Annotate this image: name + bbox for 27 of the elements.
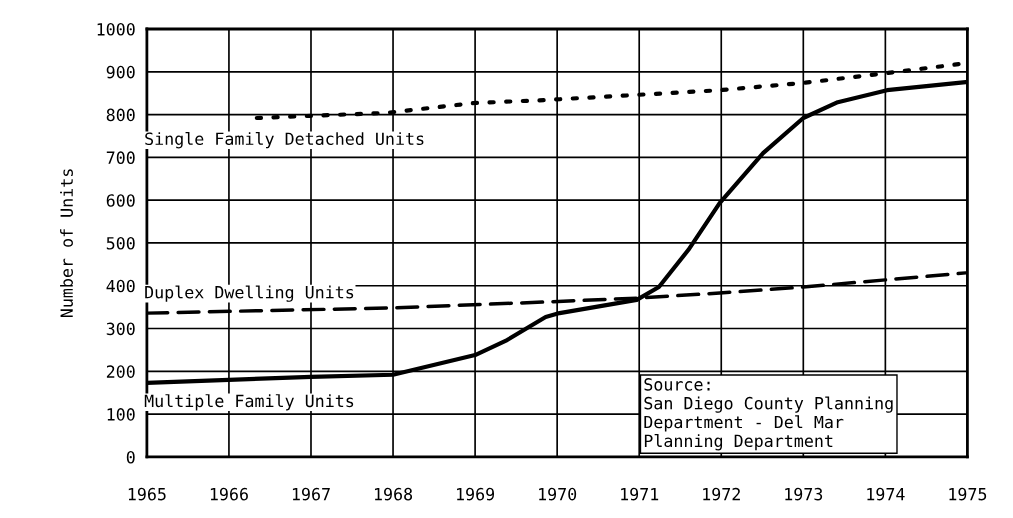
series-label: Multiple Family Units: [144, 394, 354, 411]
x-tick-label: 1973: [785, 487, 823, 501]
x-tick-label: 1970: [539, 487, 577, 501]
x-tick-label: 1968: [374, 487, 413, 501]
y-tick-label: 200: [106, 365, 135, 378]
y-tick-label: 900: [106, 65, 135, 79]
y-tick-label: 1000: [97, 23, 135, 36]
y-tick-label: 300: [106, 322, 135, 336]
x-tick-label: 1975: [949, 487, 987, 501]
y-tick-label: 800: [106, 108, 135, 122]
y-tick-label: 100: [107, 408, 135, 421]
y-tick-label: 700: [106, 151, 135, 164]
y-axis-title: Number of Units: [60, 169, 73, 318]
x-tick-label: 1969: [457, 487, 495, 501]
annotation: Source: San Diego County Planning Department - Del Mar Planning Department: [644, 378, 893, 451]
x-tick-label: 1965: [128, 487, 166, 501]
series-label: Duplex Dwelling Units: [145, 285, 354, 302]
y-tick-label: 600: [106, 194, 135, 207]
x-tick-label: 1974: [867, 487, 905, 501]
series-label: Single Family Detached Units: [145, 132, 424, 149]
x-tick-label: 1966: [210, 487, 248, 501]
y-tick-label: 500: [106, 236, 135, 250]
x-tick-label: 1971: [621, 487, 659, 501]
x-tick-label: 1967: [292, 487, 330, 501]
y-tick-label: 0: [126, 450, 135, 464]
x-tick-label: 1972: [703, 487, 740, 501]
y-tick-label: 400: [106, 279, 135, 293]
